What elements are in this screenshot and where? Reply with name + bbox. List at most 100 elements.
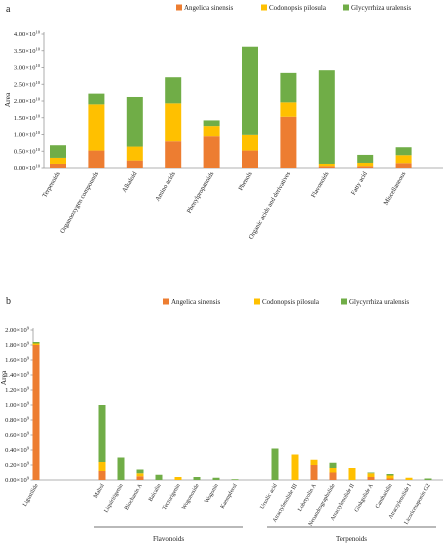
x-tick-label: Baicalin bbox=[148, 483, 163, 503]
panel-label-a: a bbox=[6, 4, 11, 15]
bar-segment bbox=[50, 163, 66, 168]
bar-segment bbox=[367, 472, 375, 474]
bar-segment bbox=[367, 477, 375, 480]
y-tick-label: 2.00×1010 bbox=[14, 97, 41, 106]
bar-segment bbox=[98, 462, 106, 471]
bar-segment bbox=[242, 46, 258, 135]
x-tick-label: Phenols bbox=[237, 170, 254, 192]
y-tick-label: 0.80×109 bbox=[5, 416, 30, 425]
bar-segment bbox=[193, 477, 201, 480]
bar-segment bbox=[136, 469, 144, 474]
y-tick-label: 3.50×1010 bbox=[14, 46, 41, 55]
bar-segment bbox=[329, 472, 337, 480]
bar-segment bbox=[98, 405, 106, 462]
x-tick-label: Miscellaneous bbox=[382, 170, 407, 206]
bar-segment bbox=[32, 342, 40, 344]
x-tick-label: Amino acids bbox=[154, 170, 177, 203]
x-tick-label: Cantharidin bbox=[375, 483, 394, 510]
x-tick-label: Maltol bbox=[93, 483, 106, 500]
bar-segment bbox=[291, 454, 299, 480]
bar-segment bbox=[203, 120, 220, 127]
x-tick-label: Wogonin bbox=[204, 483, 220, 504]
x-tick-label: Organooxygen compounds bbox=[59, 170, 100, 235]
y-tick-label: 1.00×109 bbox=[5, 401, 30, 410]
bar-segment bbox=[424, 478, 432, 480]
legend-swatch bbox=[163, 298, 169, 305]
bar-segment bbox=[32, 343, 40, 345]
legend-entry: Glycyrrhiza uralensis bbox=[349, 298, 409, 306]
bar-segment bbox=[203, 126, 220, 137]
bar-segment bbox=[242, 150, 258, 168]
bar-segment bbox=[88, 93, 105, 105]
y-tick-label: 1.60×109 bbox=[5, 356, 30, 365]
bar-segment bbox=[165, 77, 182, 104]
x-tick-label: Alkaloid bbox=[121, 170, 139, 194]
y-tick-label: 1.40×109 bbox=[5, 371, 30, 380]
bar-segment bbox=[271, 448, 279, 480]
y-axis-title: Area bbox=[3, 92, 12, 107]
x-tick-label: Tectorigenin bbox=[162, 483, 182, 511]
bar-segment bbox=[280, 72, 297, 103]
bar-segment bbox=[165, 141, 182, 168]
bar-segment bbox=[126, 96, 143, 147]
bar-segment bbox=[318, 166, 335, 168]
bar-segment bbox=[50, 157, 66, 164]
bar-segment bbox=[231, 479, 239, 480]
legend-swatch bbox=[176, 4, 182, 11]
bar-segment bbox=[98, 471, 106, 480]
x-tick-label: Ligustilide bbox=[22, 483, 40, 508]
bar-segment bbox=[318, 163, 335, 167]
x-tick-label: Lobetyolin A bbox=[297, 482, 318, 512]
bar-segment bbox=[395, 163, 412, 168]
legend-entry: Codonopsis pilosula bbox=[269, 4, 327, 12]
x-tick-label: Fatty acid bbox=[350, 170, 369, 197]
x-tick-label: Biochanin A bbox=[124, 482, 144, 511]
panel-label-b: b bbox=[6, 296, 11, 307]
bar-segment bbox=[280, 116, 297, 168]
bar-segment bbox=[310, 465, 318, 480]
bar-segment bbox=[50, 145, 66, 158]
bar-segment bbox=[329, 468, 337, 473]
group-label: Flavonoids bbox=[153, 535, 184, 543]
group-label: Terpenoids bbox=[336, 535, 367, 543]
bar-segment bbox=[136, 473, 144, 477]
bar-segment bbox=[405, 477, 413, 480]
bar-segment bbox=[88, 104, 105, 151]
legend-entry: Glycyrrhiza uralensis bbox=[351, 4, 411, 12]
bar-segment bbox=[310, 459, 318, 465]
bar-segment bbox=[386, 478, 394, 480]
legend-entry: Angelica sinensis bbox=[171, 298, 220, 306]
bar-segment bbox=[242, 134, 258, 151]
x-tick-label: Ursolic acid bbox=[259, 483, 278, 510]
bar-segment bbox=[367, 473, 375, 477]
legend-entry: Codonopsis pilosula bbox=[262, 298, 320, 306]
bar-segment bbox=[348, 468, 356, 480]
bar-segment bbox=[357, 166, 374, 168]
y-tick-label: 0.50×1010 bbox=[14, 147, 41, 156]
x-tick-label: Ginkgolide A bbox=[354, 482, 375, 513]
legend-swatch bbox=[261, 4, 267, 11]
bar-segment bbox=[318, 70, 335, 164]
x-tick-label: Phenylpropanoids bbox=[186, 170, 216, 215]
y-tick-label: 0.60×109 bbox=[5, 431, 30, 440]
bar-segment bbox=[126, 146, 143, 161]
bar-segment bbox=[329, 462, 337, 468]
x-tick-label: Kaempferol bbox=[219, 482, 239, 510]
y-tick-label: 1.20×109 bbox=[5, 386, 30, 395]
y-tick-label: 0.40×109 bbox=[5, 446, 30, 455]
bar-segment bbox=[32, 345, 40, 480]
bar-segment bbox=[155, 474, 163, 480]
x-tick-label: Terpenoids bbox=[41, 170, 62, 199]
x-tick-label: Liquiritigenin bbox=[103, 483, 124, 514]
y-tick-label: 0.00×1010 bbox=[14, 164, 41, 173]
y-tick-label: 0.20×109 bbox=[5, 461, 30, 470]
x-tick-label: Organic acids and derivatives bbox=[248, 170, 293, 241]
legend-swatch bbox=[343, 4, 349, 11]
bar-segment bbox=[280, 102, 297, 117]
bar-segment bbox=[357, 154, 374, 163]
y-tick-label: 2.00×109 bbox=[5, 326, 30, 335]
